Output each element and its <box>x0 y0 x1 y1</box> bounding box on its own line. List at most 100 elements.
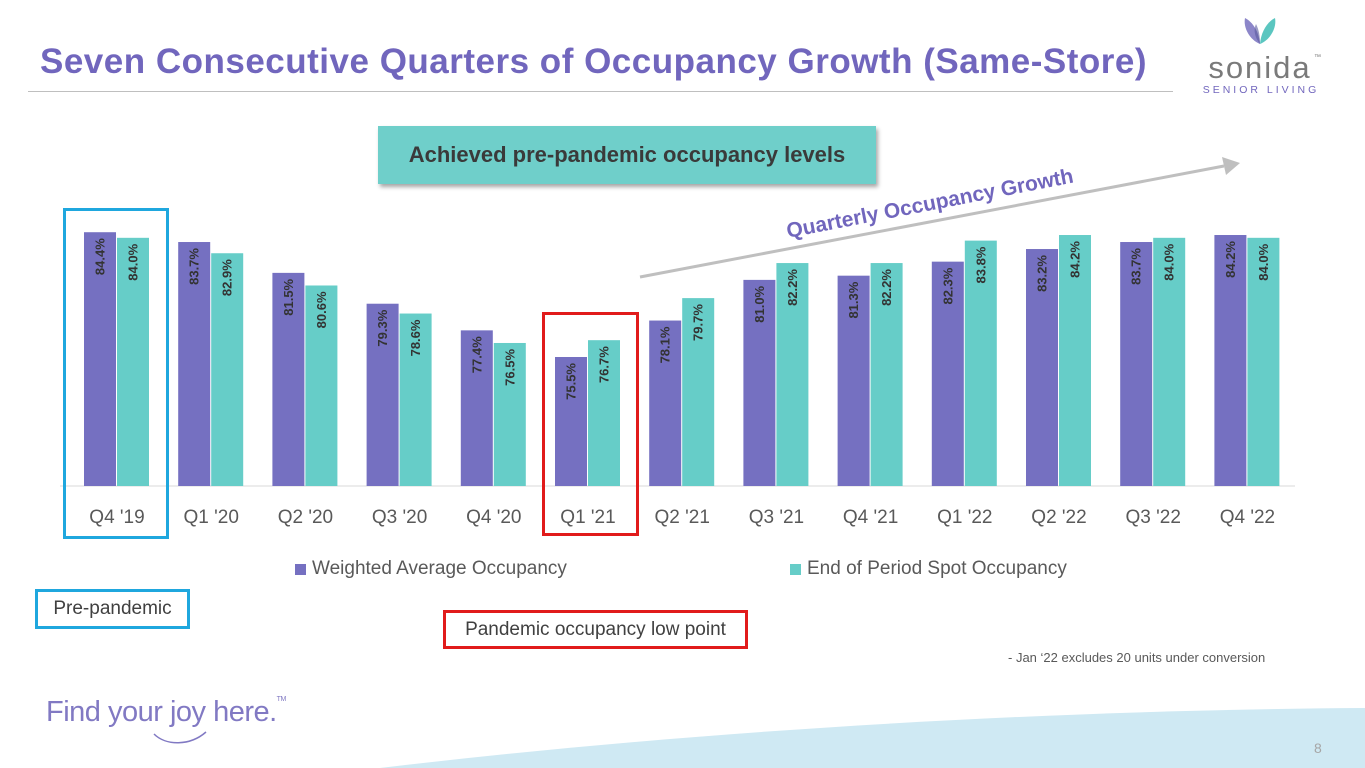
footer-tagline: Find your joy here.TM <box>46 696 286 729</box>
tagline-text: Find your joy here. <box>46 696 277 728</box>
bar-label-weighted-6: 78.1% <box>658 326 673 363</box>
footer-wave <box>380 708 1365 768</box>
x-tick-label-6: Q2 '21 <box>655 507 710 528</box>
bar-weighted-6 <box>649 320 682 486</box>
bar-weighted-12 <box>1214 235 1247 486</box>
bar-label-spot-3: 78.6% <box>408 319 423 356</box>
trend-arrow-head <box>1222 157 1240 175</box>
bar-label-spot-2: 80.6% <box>314 291 329 328</box>
trend-arrow <box>639 157 1240 279</box>
bar-spot-9 <box>964 240 997 486</box>
x-tick-label-7: Q3 '21 <box>749 507 804 528</box>
bar-spot-5 <box>588 340 620 486</box>
bar-spot-11 <box>1153 237 1186 486</box>
x-tick-label-12: Q4 '22 <box>1220 507 1275 528</box>
bar-label-spot-7: 82.2% <box>785 269 800 306</box>
pre-pandemic-callout-text: Pre-pandemic <box>53 598 172 619</box>
bar-weighted-10 <box>1026 249 1058 486</box>
bar-label-weighted-11: 83.7% <box>1129 248 1144 285</box>
bar-label-weighted-4: 77.4% <box>469 336 484 373</box>
bar-spot-10 <box>1059 235 1091 486</box>
logo-subtitle: SENIOR LIVING <box>1202 84 1320 96</box>
bar-label-spot-11: 84.0% <box>1162 243 1177 280</box>
bar-label-weighted-3: 79.3% <box>375 309 390 346</box>
bar-spot-3 <box>399 313 432 486</box>
x-tick-label-2: Q2 '20 <box>278 507 333 528</box>
low-point-callout: Pandemic occupancy low point <box>443 610 748 649</box>
legend-spot-swatch <box>790 563 801 575</box>
page-title: Seven Consecutive Quarters of Occupancy … <box>40 42 1148 81</box>
bar-label-weighted-0: 84.4% <box>93 238 108 275</box>
legend-weighted-swatch <box>295 563 306 575</box>
bar-weighted-3 <box>366 303 399 486</box>
logo-trademark: ™ <box>1314 54 1321 61</box>
bar-label-weighted-1: 83.7% <box>187 248 202 285</box>
x-tick-labels: Q4 '19 Q1 '20 Q2 '20 Q3 '20 Q4 '20 Q1 '21 Q2 '… <box>89 507 1275 528</box>
title-divider <box>28 91 1173 92</box>
smile-swoosh-icon <box>153 731 207 744</box>
pre-pandemic-callout: Pre-pandemic <box>35 589 190 629</box>
legend-weighted: Weighted Average Occupancy <box>295 558 567 580</box>
achievement-banner: Achieved pre-pandemic occupancy levels <box>378 126 876 184</box>
bars-layer <box>84 232 1280 486</box>
bar-label-weighted-10: 83.2% <box>1035 255 1050 292</box>
tagline-trademark: TM <box>276 696 287 703</box>
bar-weighted-11 <box>1120 242 1153 486</box>
x-tick-label-10: Q2 '22 <box>1031 507 1086 528</box>
pre-pandemic-highlight-box <box>63 208 169 539</box>
x-tick-label-8: Q4 '21 <box>843 507 898 528</box>
bar-label-spot-10: 84.2% <box>1068 241 1083 278</box>
page-number: 8 <box>1314 740 1322 756</box>
bar-label-weighted-2: 81.5% <box>281 278 296 315</box>
bar-label-spot-4: 76.5% <box>502 349 517 386</box>
bar-weighted-4 <box>460 330 493 486</box>
bar-weighted-0 <box>84 232 116 486</box>
bar-weighted-7 <box>743 279 776 486</box>
bar-weighted-5 <box>555 357 587 486</box>
bar-spot-6 <box>682 298 715 486</box>
footnote: - Jan ‘22 excludes 20 units under conver… <box>1008 650 1266 665</box>
bar-weighted-8 <box>837 275 870 486</box>
bar-label-weighted-7: 81.0% <box>752 285 767 322</box>
banner-text: Achieved pre-pandemic occupancy levels <box>408 142 846 167</box>
bar-weighted-1 <box>178 242 211 486</box>
bar-labels-layer: 84.4% 84.0% 83.7% 82.9% 81.5% 80.6% 79.3% 78.6%… <box>93 238 1271 400</box>
bar-label-weighted-5: 75.5% <box>564 363 579 400</box>
x-tick-label-11: Q3 '22 <box>1126 507 1181 528</box>
x-tick-label-0: Q4 '19 <box>89 507 144 528</box>
bar-label-spot-6: 79.7% <box>691 304 706 341</box>
bar-label-spot-0: 84.0% <box>126 243 141 280</box>
x-tick-label-4: Q4 '20 <box>466 507 521 528</box>
bar-spot-2 <box>305 285 338 486</box>
bar-weighted-2 <box>272 272 305 486</box>
bar-label-weighted-8: 81.3% <box>846 281 861 318</box>
bar-label-spot-8: 82.2% <box>879 269 894 306</box>
low-point-callout-text: Pandemic occupancy low point <box>465 618 726 640</box>
low-point-highlight-box <box>542 312 639 536</box>
x-tick-label-1: Q1 '20 <box>184 507 239 528</box>
legend-spot: End of Period Spot Occupancy <box>790 558 1067 580</box>
butterfly-icon <box>1244 18 1276 44</box>
bar-spot-4 <box>493 342 526 486</box>
bar-label-spot-9: 83.8% <box>973 246 988 283</box>
bar-label-spot-5: 76.7% <box>597 346 612 383</box>
trend-arrow-line <box>639 164 1225 279</box>
bar-spot-8 <box>870 263 903 486</box>
bar-spot-12 <box>1247 237 1280 486</box>
bar-label-spot-1: 82.9% <box>220 259 235 296</box>
bar-label-weighted-12: 84.2% <box>1223 241 1238 278</box>
bar-spot-1 <box>211 253 244 486</box>
sonida-logo: sonida ™ SENIOR LIVING <box>1195 14 1325 104</box>
bar-label-spot-12: 84.0% <box>1256 243 1271 280</box>
bar-spot-7 <box>776 263 809 486</box>
x-tick-label-5: Q1 '21 <box>560 507 615 528</box>
bar-weighted-9 <box>931 261 964 486</box>
legend-weighted-label: Weighted Average Occupancy <box>312 558 567 579</box>
x-tick-label-9: Q1 '22 <box>937 507 992 528</box>
bar-spot-0 <box>117 237 149 486</box>
x-tick-label-3: Q3 '20 <box>372 507 427 528</box>
bar-label-weighted-9: 82.3% <box>940 267 955 304</box>
legend-spot-label: End of Period Spot Occupancy <box>807 558 1067 579</box>
logo-wordmark: sonida <box>1208 50 1312 85</box>
